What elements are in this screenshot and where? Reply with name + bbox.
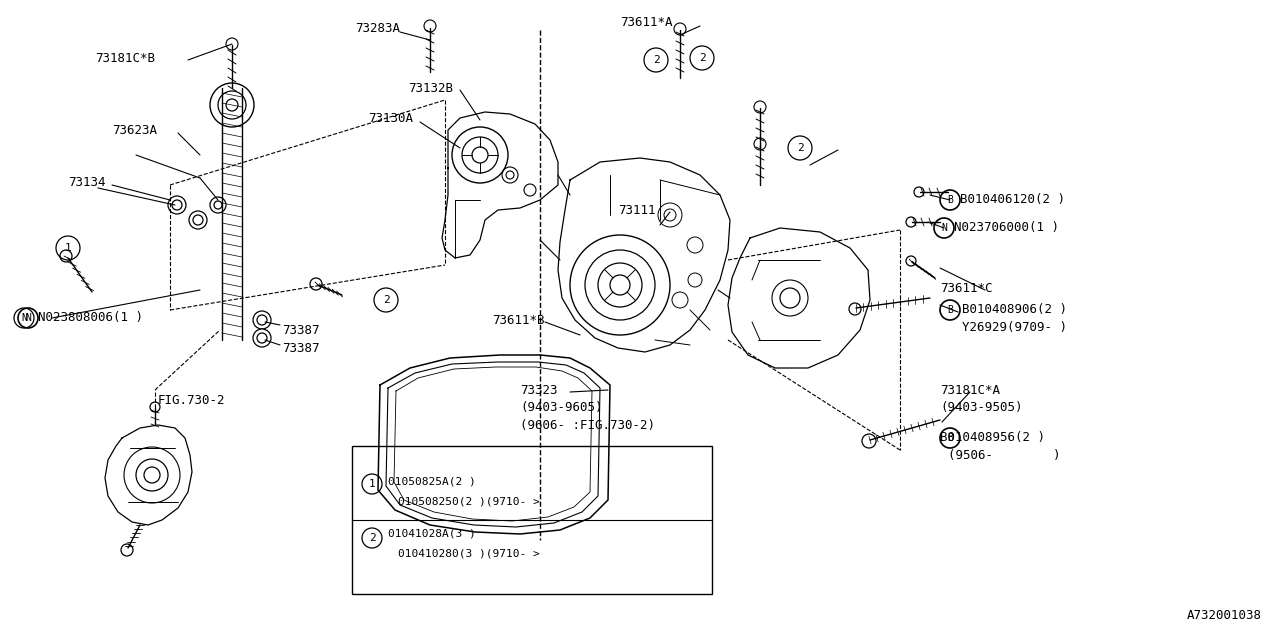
Text: 2: 2 <box>653 55 659 65</box>
Text: 73134: 73134 <box>68 175 105 189</box>
Circle shape <box>861 434 876 448</box>
Text: 2: 2 <box>369 533 375 543</box>
Text: 73132B: 73132B <box>408 81 453 95</box>
Text: Y26929(9709- ): Y26929(9709- ) <box>963 321 1068 335</box>
Circle shape <box>189 211 207 229</box>
Text: B: B <box>947 195 952 205</box>
Circle shape <box>210 197 227 213</box>
Text: 1: 1 <box>64 243 72 253</box>
Circle shape <box>914 187 924 197</box>
Circle shape <box>675 23 686 35</box>
Text: 73130A: 73130A <box>369 111 413 125</box>
Text: A732001038: A732001038 <box>1187 609 1262 622</box>
Text: 2: 2 <box>383 295 389 305</box>
Circle shape <box>906 217 916 227</box>
Text: 2: 2 <box>699 53 705 63</box>
Text: B010408906(2 ): B010408906(2 ) <box>963 303 1068 317</box>
Text: B010406120(2 ): B010406120(2 ) <box>960 193 1065 207</box>
Text: 73181C*B: 73181C*B <box>95 51 155 65</box>
Text: 010508250(2 )(9710- >: 010508250(2 )(9710- > <box>398 497 540 507</box>
Bar <box>352 446 712 594</box>
Text: N: N <box>20 313 27 323</box>
Text: 73611*B: 73611*B <box>492 314 544 326</box>
Text: N: N <box>26 313 31 323</box>
Text: 2: 2 <box>796 143 804 153</box>
Text: 73623A: 73623A <box>113 124 157 136</box>
Circle shape <box>150 402 160 412</box>
Text: 73283A: 73283A <box>355 22 399 35</box>
Circle shape <box>754 101 765 113</box>
Circle shape <box>60 250 72 262</box>
Text: B010408956(2 ): B010408956(2 ) <box>940 431 1044 445</box>
Text: B: B <box>947 433 952 443</box>
Circle shape <box>122 544 133 556</box>
Text: (9506-        ): (9506- ) <box>948 449 1061 463</box>
Circle shape <box>424 20 436 32</box>
Text: 73611*C: 73611*C <box>940 282 992 294</box>
Text: FIG.730-2: FIG.730-2 <box>157 394 225 406</box>
Text: N023706000(1 ): N023706000(1 ) <box>954 221 1059 234</box>
Text: 01041028A(3 ): 01041028A(3 ) <box>388 529 476 539</box>
Text: N023808006(1 ): N023808006(1 ) <box>38 312 143 324</box>
Text: (9403-9505): (9403-9505) <box>940 401 1023 415</box>
Circle shape <box>227 38 238 50</box>
Text: 1: 1 <box>369 479 375 489</box>
Text: 73611*A: 73611*A <box>620 15 672 29</box>
Text: 73323: 73323 <box>520 383 558 397</box>
Text: N: N <box>941 223 947 233</box>
Text: 73181C*A: 73181C*A <box>940 383 1000 397</box>
Text: (9606- :FIG.730-2): (9606- :FIG.730-2) <box>520 419 655 433</box>
Text: 010410280(3 )(9710- >: 010410280(3 )(9710- > <box>398 549 540 559</box>
Circle shape <box>849 303 861 315</box>
Text: 73387: 73387 <box>282 342 320 355</box>
Text: 73387: 73387 <box>282 323 320 337</box>
Circle shape <box>754 138 765 150</box>
Text: B: B <box>947 305 952 315</box>
Text: (9403-9605): (9403-9605) <box>520 401 603 415</box>
Circle shape <box>310 278 323 290</box>
Circle shape <box>906 256 916 266</box>
Circle shape <box>253 311 271 329</box>
Text: 73111: 73111 <box>618 204 655 216</box>
Circle shape <box>253 329 271 347</box>
Text: 01050825A(2 ): 01050825A(2 ) <box>388 477 476 487</box>
Circle shape <box>168 196 186 214</box>
